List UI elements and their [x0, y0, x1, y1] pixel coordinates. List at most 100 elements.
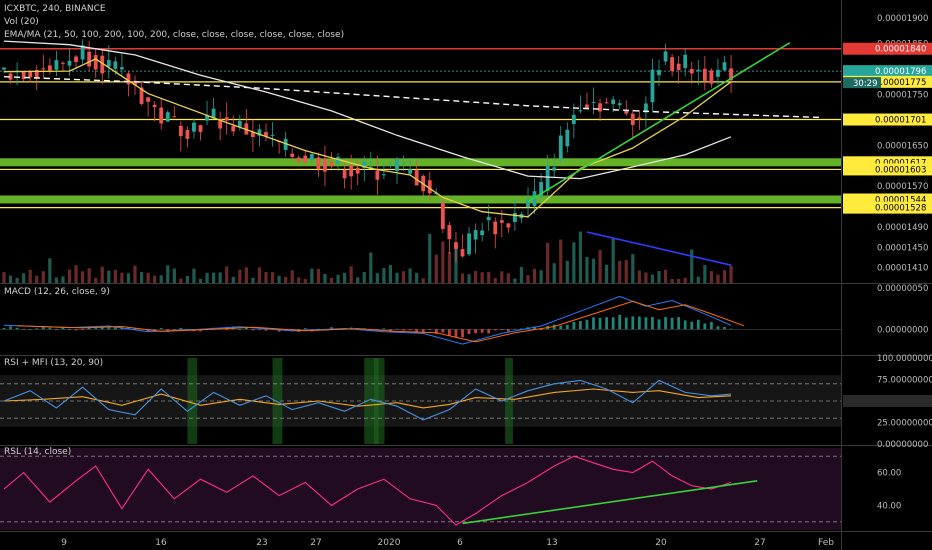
volume-bar: [81, 271, 85, 283]
macd-histogram-bar: [474, 329, 477, 334]
volume-bar: [87, 268, 91, 283]
volume-bar: [552, 263, 556, 283]
volume-bar: [323, 273, 327, 283]
volume-bar: [683, 277, 687, 283]
candle-body: [650, 69, 655, 103]
macd-histogram-bar: [61, 327, 65, 330]
volume-bar: [297, 277, 301, 283]
candle-body: [526, 199, 530, 208]
candle-body: [467, 233, 471, 255]
volume-bar: [192, 268, 196, 283]
macd-histogram-bar: [94, 328, 98, 330]
volume-bar: [61, 276, 65, 283]
countdown-label: 30:29: [853, 79, 878, 89]
macd-histogram-bar: [434, 329, 438, 334]
volume-bar: [120, 272, 124, 283]
macd-histogram-bar: [402, 329, 405, 331]
candle-body: [257, 129, 262, 136]
volume-bar: [329, 277, 334, 283]
candle-body: [270, 134, 275, 136]
candle-body: [237, 120, 242, 127]
volume-bar: [349, 266, 353, 283]
volume-bar: [67, 269, 72, 283]
macd-line: [3, 295, 732, 345]
candle-body: [513, 212, 517, 222]
time-tick-label: 6: [457, 538, 463, 548]
candle-body: [408, 169, 412, 174]
symbol-title: ICXBTC, 240, BINANCE: [4, 4, 106, 14]
volume-bar: [415, 272, 419, 283]
price-tick-label: 0.00001450: [877, 243, 928, 253]
macd-histogram-bar: [81, 329, 84, 331]
candle-body: [598, 103, 602, 112]
volume-bar: [487, 271, 491, 283]
macd-histogram-bar: [74, 329, 78, 331]
volume-bar: [316, 268, 320, 283]
macd-histogram-bar: [506, 329, 510, 332]
candle-body: [624, 109, 629, 114]
candle-body: [126, 73, 131, 85]
candle-body: [486, 217, 491, 221]
volume-bar: [212, 272, 216, 283]
candle-body: [473, 230, 478, 240]
macd-histogram-bar: [225, 329, 229, 331]
ma-dashed-line: [3, 76, 823, 119]
candle-body: [506, 223, 511, 228]
macd-histogram-bar: [389, 329, 392, 331]
time-tick-label: 23: [256, 538, 267, 548]
volume-bar: [650, 274, 655, 283]
volume-bar: [375, 273, 379, 283]
candle-body: [106, 59, 111, 67]
volume-bar: [198, 278, 203, 283]
volume-bar: [172, 268, 176, 283]
volume-bar: [238, 269, 242, 283]
price-level-label: 0.00001775: [875, 78, 926, 88]
macd-histogram-bar: [723, 327, 726, 330]
price-zones: [0, 47, 841, 209]
candle-body: [427, 180, 432, 194]
volume-bar: [166, 265, 170, 283]
macd-histogram-bar: [159, 328, 163, 330]
indicator-tick-label: 0.00000050: [877, 284, 928, 294]
volume-bar: [637, 270, 641, 283]
candle-body: [716, 69, 720, 77]
price-tick-label: 0.00001490: [877, 223, 928, 233]
price-level-label: 0.00001544: [875, 195, 926, 205]
candle-body: [133, 80, 137, 86]
macd-histogram-bar: [644, 317, 648, 330]
support-zone: [0, 195, 841, 204]
volume-bar: [369, 252, 373, 283]
indicator-lines: [2, 40, 823, 526]
volume-bar: [290, 270, 294, 283]
candle-body: [336, 156, 340, 164]
price-axis: 0.000019000.000018500.000017500.00001650…: [843, 14, 932, 511]
macd-histogram-bar: [179, 327, 183, 330]
macd-histogram-bar: [710, 321, 713, 330]
volume-bar: [703, 265, 707, 283]
volume-bar: [336, 274, 340, 283]
candle-body: [591, 102, 596, 104]
macd-histogram-bar: [258, 329, 261, 331]
candle-body: [644, 103, 648, 113]
blue-trendline: [586, 231, 732, 266]
price-level-label: 0.00001603: [875, 165, 926, 175]
candle-body: [539, 181, 543, 197]
candlestick-series: [2, 39, 733, 263]
volume-bar: [696, 276, 700, 283]
candle-body: [401, 162, 406, 164]
volume-bar: [41, 271, 45, 283]
ma-line: [3, 40, 732, 180]
volume-bar: [500, 271, 504, 283]
candle-body: [637, 117, 642, 119]
candle-body: [454, 242, 458, 249]
candle-body: [382, 174, 386, 176]
volume-bar: [48, 258, 52, 283]
candle-body: [303, 155, 308, 163]
candle-body: [87, 51, 92, 67]
candle-body: [211, 108, 216, 119]
volume-bar: [539, 270, 543, 283]
candle-body: [192, 122, 196, 132]
volume-bar: [532, 268, 537, 283]
candle-body: [657, 70, 661, 76]
